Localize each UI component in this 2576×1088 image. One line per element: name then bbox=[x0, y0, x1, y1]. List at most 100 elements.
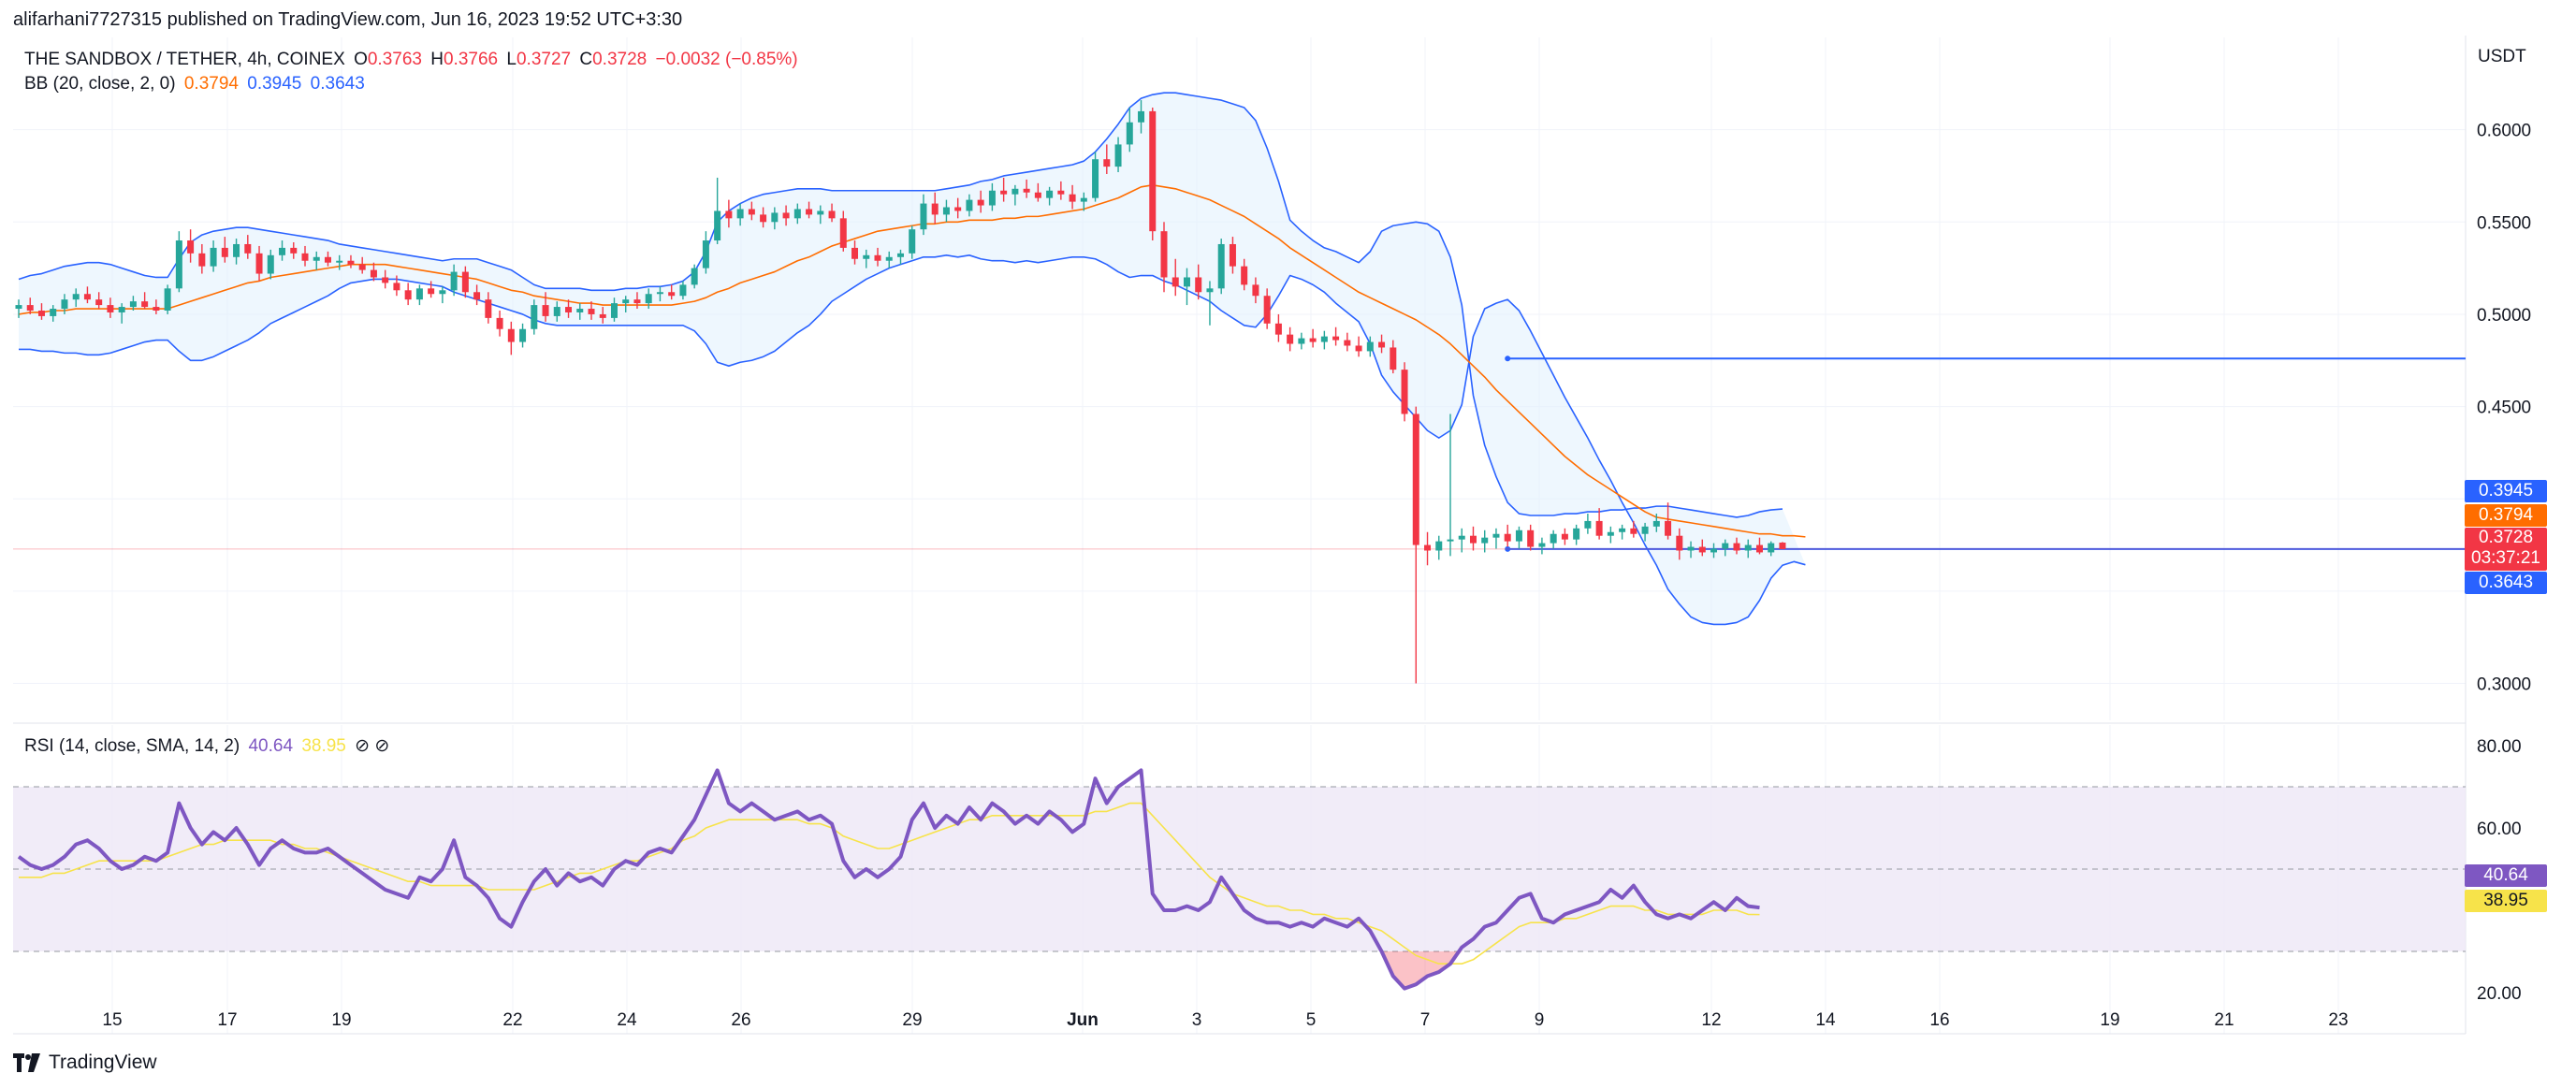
rsi-tick-label: 80.00 bbox=[2477, 737, 2522, 757]
candle-body bbox=[1138, 110, 1145, 123]
candle-body bbox=[599, 313, 606, 318]
candle-body bbox=[244, 243, 252, 254]
candle-body bbox=[1607, 531, 1614, 536]
rsi-sma-badge: 38.95 bbox=[2465, 890, 2547, 912]
candle-body bbox=[1573, 528, 1580, 540]
candle-body bbox=[1779, 543, 1786, 549]
candle-body bbox=[966, 199, 973, 211]
candle-body bbox=[496, 317, 503, 329]
candle-body bbox=[1149, 110, 1157, 232]
candle-body bbox=[1481, 537, 1489, 544]
candle-body bbox=[485, 299, 492, 318]
candle-body bbox=[1744, 544, 1752, 551]
candle-body bbox=[542, 305, 549, 316]
candle-body bbox=[428, 288, 435, 295]
candle-body bbox=[874, 254, 881, 261]
candle-body bbox=[1504, 533, 1511, 542]
candle-body bbox=[1355, 345, 1362, 352]
rsi-sma-value: 38.95 bbox=[301, 736, 346, 756]
candle-body bbox=[839, 218, 847, 248]
candle-body bbox=[404, 290, 412, 300]
candle-body bbox=[255, 253, 263, 274]
last-price-value: 0.3728 bbox=[2478, 528, 2534, 547]
bollinger-lower-line bbox=[19, 254, 1806, 626]
candle-body bbox=[141, 301, 149, 308]
rsi-value-badge: 40.64 bbox=[2465, 864, 2547, 887]
bollinger-band-fill bbox=[19, 93, 1806, 625]
candle-body bbox=[129, 301, 137, 308]
candle-body bbox=[588, 309, 595, 314]
bollinger-fill bbox=[19, 93, 1806, 625]
candle-body bbox=[931, 203, 939, 215]
rsi-label[interactable]: RSI (14, close, SMA, 14, 2) bbox=[24, 736, 240, 756]
price-unit-label: USDT bbox=[2478, 47, 2526, 66]
candle-body bbox=[107, 305, 114, 312]
rsi-legend: RSI (14, close, SMA, 14, 2) 40.64 38.95 … bbox=[24, 735, 393, 757]
candle-body bbox=[1515, 529, 1522, 542]
candle-body bbox=[1103, 159, 1111, 167]
candle-body bbox=[1412, 413, 1419, 545]
bb-lower-badge: 0.3643 bbox=[2465, 572, 2547, 594]
candle-body bbox=[415, 288, 423, 300]
candle-body bbox=[793, 209, 801, 219]
candle-body bbox=[576, 309, 584, 312]
candle-body bbox=[1447, 539, 1454, 542]
candle-body bbox=[909, 229, 916, 254]
rsi-pane bbox=[13, 768, 2466, 991]
change-value: −0.0032 (−0.85%) bbox=[655, 50, 798, 69]
candle-body bbox=[164, 288, 171, 311]
low-label: L bbox=[506, 50, 517, 69]
time-tick-label: 21 bbox=[2214, 1010, 2234, 1030]
time-tick-label: 15 bbox=[102, 1010, 122, 1030]
time-tick-label: 29 bbox=[902, 1010, 922, 1030]
time-tick-label: 3 bbox=[1192, 1010, 1202, 1030]
candle-body bbox=[1229, 243, 1236, 267]
time-tick-label: Jun bbox=[1067, 1010, 1099, 1030]
candle-body bbox=[370, 269, 377, 278]
candle-body bbox=[691, 268, 698, 285]
time-tick-label: 5 bbox=[1306, 1010, 1317, 1030]
candle-body bbox=[473, 292, 481, 300]
candle-body bbox=[702, 240, 709, 268]
candle-body bbox=[1378, 341, 1386, 348]
candle-body bbox=[610, 303, 618, 318]
candle-body bbox=[1733, 543, 1740, 551]
candle-body bbox=[1114, 144, 1122, 167]
candle-body bbox=[393, 283, 400, 291]
candle-body bbox=[1344, 340, 1351, 346]
bb-upper-value: 0.3945 bbox=[247, 74, 302, 94]
candle-body bbox=[977, 199, 984, 206]
candle-body bbox=[1641, 526, 1649, 534]
time-tick-label: 19 bbox=[331, 1010, 351, 1030]
open-label: O bbox=[354, 50, 368, 69]
candle-body bbox=[95, 299, 103, 306]
candle-body bbox=[175, 240, 182, 289]
candle-body bbox=[50, 309, 57, 316]
bb-label[interactable]: BB (20, close, 2, 0) bbox=[24, 74, 176, 94]
hidden-icons: ⊘ ⊘ bbox=[355, 736, 390, 756]
candle-body bbox=[736, 209, 744, 219]
candle-body bbox=[1755, 544, 1763, 553]
last-price-badge: 0.3728 03:37:21 bbox=[2465, 528, 2547, 571]
candles bbox=[15, 100, 1786, 684]
candle-body bbox=[461, 271, 469, 293]
candle-body bbox=[1309, 338, 1317, 342]
candle-body bbox=[1046, 190, 1054, 198]
candle-body bbox=[347, 260, 355, 265]
candle-body bbox=[1710, 548, 1718, 553]
candle-body bbox=[1665, 520, 1672, 536]
symbol-label[interactable]: THE SANDBOX / TETHER, 4h, COINEX bbox=[24, 50, 345, 69]
time-tick-label: 26 bbox=[731, 1010, 750, 1030]
time-tick-label: 23 bbox=[2328, 1010, 2348, 1030]
candle-body bbox=[1550, 533, 1557, 544]
candle-body bbox=[1252, 284, 1259, 297]
price-tick-label: 0.4500 bbox=[2477, 399, 2531, 418]
brand-name[interactable]: TradingView bbox=[49, 1052, 157, 1073]
candle-body bbox=[233, 243, 240, 257]
candle-body bbox=[72, 294, 80, 300]
horizontal-levels[interactable] bbox=[13, 355, 2466, 552]
candle-body bbox=[1527, 529, 1535, 547]
candle-body bbox=[336, 260, 343, 263]
candle-body bbox=[382, 277, 389, 283]
